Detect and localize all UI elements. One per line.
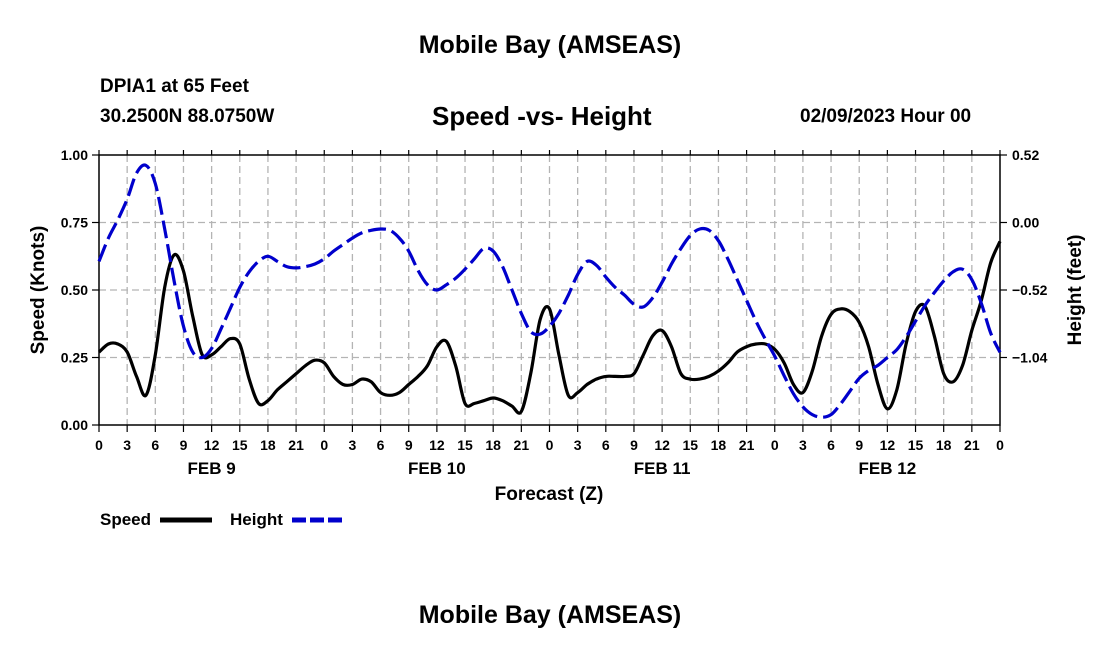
- x-tick-label: 3: [349, 437, 357, 453]
- x-tick-label: 0: [95, 437, 103, 453]
- y-left-tick-label: 1.00: [61, 147, 88, 163]
- y-left-tick-label: 0.00: [61, 417, 88, 433]
- x-tick-label: 15: [457, 437, 473, 453]
- x-tick-label: 0: [996, 437, 1004, 453]
- x-tick-label: 18: [936, 437, 952, 453]
- x-tick-label: 15: [232, 437, 248, 453]
- x-tick-label: 3: [799, 437, 807, 453]
- legend: Speed Height: [100, 510, 342, 529]
- x-tick-label: 12: [880, 437, 896, 453]
- x-tick-label: 6: [151, 437, 159, 453]
- x-tick-label: 18: [485, 437, 501, 453]
- x-tick-label: 12: [654, 437, 670, 453]
- label-layer: 0 3 6 9 12 15 18 21 0 3 6 9 12 15 18 21 0 3 6 9 12 15 18 21 0 3 6 9…: [61, 147, 1048, 478]
- x-tick-label: 6: [827, 437, 835, 453]
- y-left-tick-label: 0.50: [61, 282, 88, 298]
- y-left-tick-label: 0.25: [61, 350, 88, 366]
- x-day-label: FEB 10: [408, 459, 466, 478]
- x-tick-label: 6: [602, 437, 610, 453]
- x-day-label: FEB 9: [188, 459, 236, 478]
- x-tick-label: 3: [574, 437, 582, 453]
- x-tick-label: 12: [204, 437, 220, 453]
- x-tick-label: 6: [377, 437, 385, 453]
- x-tick-label: 15: [682, 437, 698, 453]
- y-right-tick-label: −0.52: [1012, 282, 1048, 298]
- y-right-tick-label: 0.00: [1012, 215, 1039, 231]
- x-tick-label: 21: [964, 437, 980, 453]
- x-tick-label: 21: [739, 437, 755, 453]
- x-day-label: FEB 11: [634, 459, 691, 478]
- legend-label-speed: Speed: [100, 510, 151, 529]
- x-tick-label: 21: [288, 437, 304, 453]
- y-left-tick-label: 0.75: [61, 215, 88, 231]
- axis-layer: [92, 150, 1007, 432]
- plot-frame: [98, 154, 1001, 426]
- x-tick-label: 15: [908, 437, 924, 453]
- legend-label-height: Height: [230, 510, 283, 529]
- forecast-datetime: 02/09/2023 Hour 00: [800, 106, 972, 127]
- chart-title-top: Mobile Bay (AMSEAS): [418, 31, 682, 59]
- x-axis-title: Forecast (Z): [495, 484, 604, 505]
- y-axis-left-title: Speed (Knots): [28, 226, 49, 355]
- chart-subtitle: Speed -vs- Height: [432, 101, 652, 131]
- x-tick-label: 21: [514, 437, 530, 453]
- x-tick-label: 0: [771, 437, 779, 453]
- x-tick-label: 3: [123, 437, 131, 453]
- grid-layer: [99, 155, 1000, 425]
- x-tick-label: 0: [320, 437, 328, 453]
- y-right-tick-label: 0.52: [1012, 147, 1039, 163]
- x-tick-label: 9: [855, 437, 863, 453]
- station-label: DPIA1 at 65 Feet: [100, 76, 249, 97]
- series-layer: [97, 163, 1002, 419]
- x-tick-label: 9: [180, 437, 188, 453]
- x-tick-label: 18: [260, 437, 276, 453]
- y-axis-right-title: Height (feet): [1065, 235, 1086, 346]
- speed-series-line: [97, 240, 1002, 415]
- chart-title-bottom: Mobile Bay (AMSEAS): [418, 601, 682, 629]
- x-tick-label: 0: [546, 437, 554, 453]
- x-day-label: FEB 12: [859, 459, 917, 478]
- y-right-tick-label: −1.04: [1012, 350, 1048, 366]
- x-tick-label: 12: [429, 437, 445, 453]
- height-series-line: [97, 163, 1002, 419]
- x-tick-label: 18: [711, 437, 727, 453]
- station-coords: 30.2500N 88.0750W: [100, 106, 275, 127]
- x-tick-label: 9: [405, 437, 413, 453]
- x-tick-label: 9: [630, 437, 638, 453]
